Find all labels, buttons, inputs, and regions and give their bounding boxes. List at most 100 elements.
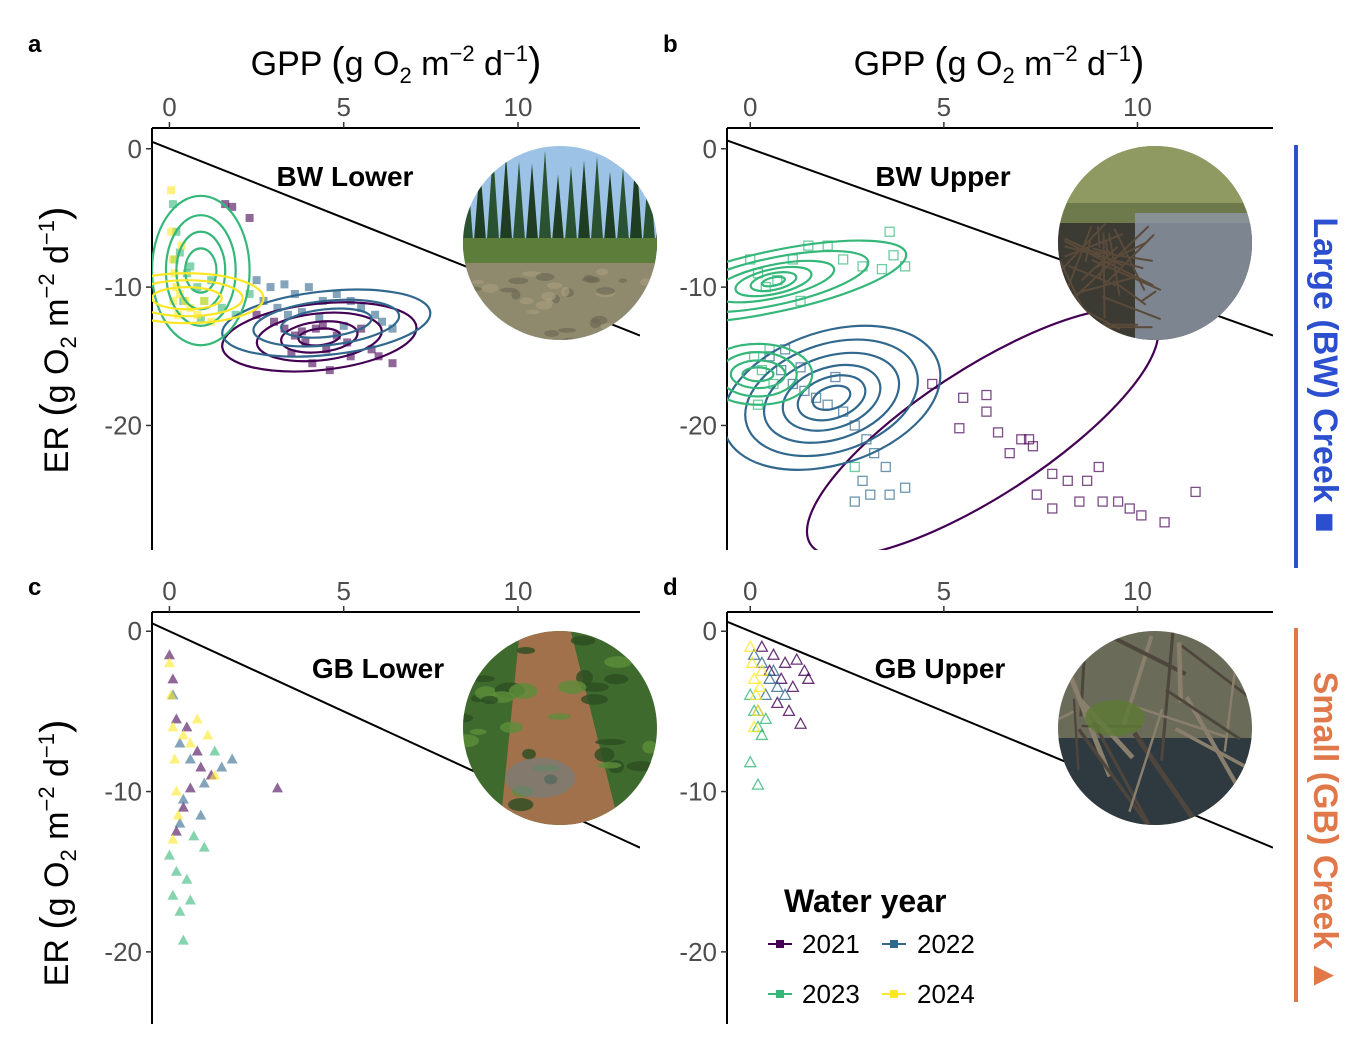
legend-label-2021: 2021 [802,929,860,959]
site-label: BW Upper [875,161,1010,192]
y-axis-title-a: ER (g O2 m−2 d−1) [33,207,81,474]
density-contour-2023 [760,275,786,288]
legend-label-2022: 2022 [917,929,975,959]
data-point-2024 [163,657,175,668]
data-point-2021 [774,671,788,684]
data-point-2024 [191,713,203,724]
data-point-2023 [747,704,761,717]
density-contour-2023 [164,214,237,327]
data-point-2022 [759,688,773,701]
data-point-2023 [188,830,200,841]
data-point-2022 [357,303,366,312]
x-tick-label: 5 [336,576,350,606]
data-point-2024 [755,663,769,676]
data-point-2022 [346,296,355,305]
x-tick-label: 10 [1123,92,1152,122]
data-point-2024 [167,227,176,236]
data-point-2022 [884,489,895,500]
data-point-2021 [167,673,179,684]
site-photo [1058,631,1252,825]
data-point-2021 [191,745,203,756]
data-point-2021 [367,345,376,354]
data-point-2021 [793,716,808,729]
data-point-2022 [388,324,397,333]
x-tick-label: 0 [162,92,176,122]
data-point-2024 [167,721,179,732]
data-point-2021 [954,423,965,434]
data-point-2024 [184,737,196,748]
strip-label-large-creek: Large (BW) Creek ■ [1306,217,1344,532]
y-axis-title-c: ER (g O2 m−2 d−1) [33,720,81,987]
data-point-2023 [186,262,195,271]
legend: Water year 2021 2022 2023 2024 [768,883,975,1009]
data-point-2022 [266,283,275,292]
y-tick-label: -10 [679,777,717,807]
density-contour-2023 [727,249,870,314]
y-tick-label: -10 [104,272,142,302]
density-contour-2022 [781,363,882,432]
data-point-2023 [198,841,210,852]
data-point-2022 [198,777,210,788]
data-point-2024 [170,785,182,796]
data-point-2023 [755,728,769,741]
site-label: GB Upper [875,653,1006,684]
y-tick-label: -20 [104,410,142,440]
site-photo [463,631,657,825]
data-point-2023 [217,303,226,312]
data-point-2024 [177,729,189,740]
x-tick-label: 10 [504,576,533,606]
data-point-2022 [252,276,261,285]
density-contour-2022 [811,384,852,412]
data-point-2022 [880,461,891,473]
data-point-2023 [245,290,254,299]
density-contour-2024 [152,279,244,318]
data-point-2022 [290,290,299,299]
data-point-2022 [787,378,798,390]
data-point-2024 [202,729,214,740]
data-point-2021 [280,324,289,333]
data-point-2023 [751,777,765,790]
data-point-2022 [280,280,289,289]
data-point-2022 [174,737,186,748]
data-point-2021 [322,345,331,354]
data-point-2021 [1159,517,1170,528]
data-point-2021 [287,349,296,358]
data-point-2023 [170,865,182,876]
legend-item-2023: 2023 [768,979,860,1009]
data-point-2021 [1016,434,1027,445]
data-point-2022 [177,793,189,804]
x-tick-label: 10 [1123,576,1152,606]
data-point-2022 [226,753,238,764]
data-point-2021 [1190,486,1201,498]
data-point-2021 [790,652,804,665]
y-tick-label: 0 [128,616,142,646]
panel-c-gb-lower: 0 5 10 0 -10 -20 GB Lower [104,576,657,1024]
density-contour-2023 [152,194,251,347]
site-label: GB Lower [312,653,444,684]
x-tick-label: 0 [162,576,176,606]
x-tick-label: 5 [937,576,951,606]
data-point-2023 [184,894,196,905]
density-contour-2022 [762,351,901,444]
data-point-2021 [1062,475,1073,486]
y-tick-label: 0 [128,134,142,164]
data-point-2021 [1031,489,1042,500]
data-point-2021 [181,721,193,732]
x-tick-label: 5 [336,92,350,122]
legend-label-2023: 2023 [802,979,860,1009]
data-point-2022 [865,489,876,500]
data-point-2022 [332,290,341,299]
data-point-2022 [297,308,306,317]
y-tick-label: 0 [703,134,717,164]
panel-b-bw-upper: 0 5 10 0 -10 -20 BW Upper [679,92,1273,550]
density-contour-2023 [727,342,814,406]
data-point-2021 [1004,447,1015,459]
data-point-2021 [177,801,189,812]
data-point-2021 [301,338,310,347]
data-point-2022 [751,704,765,717]
x-axis-title-b: GPP (g O2 m−2 d−1) [854,40,1145,88]
data-point-2023 [876,263,888,275]
data-point-2021 [388,359,397,368]
panel-letter-a: a [28,31,42,58]
